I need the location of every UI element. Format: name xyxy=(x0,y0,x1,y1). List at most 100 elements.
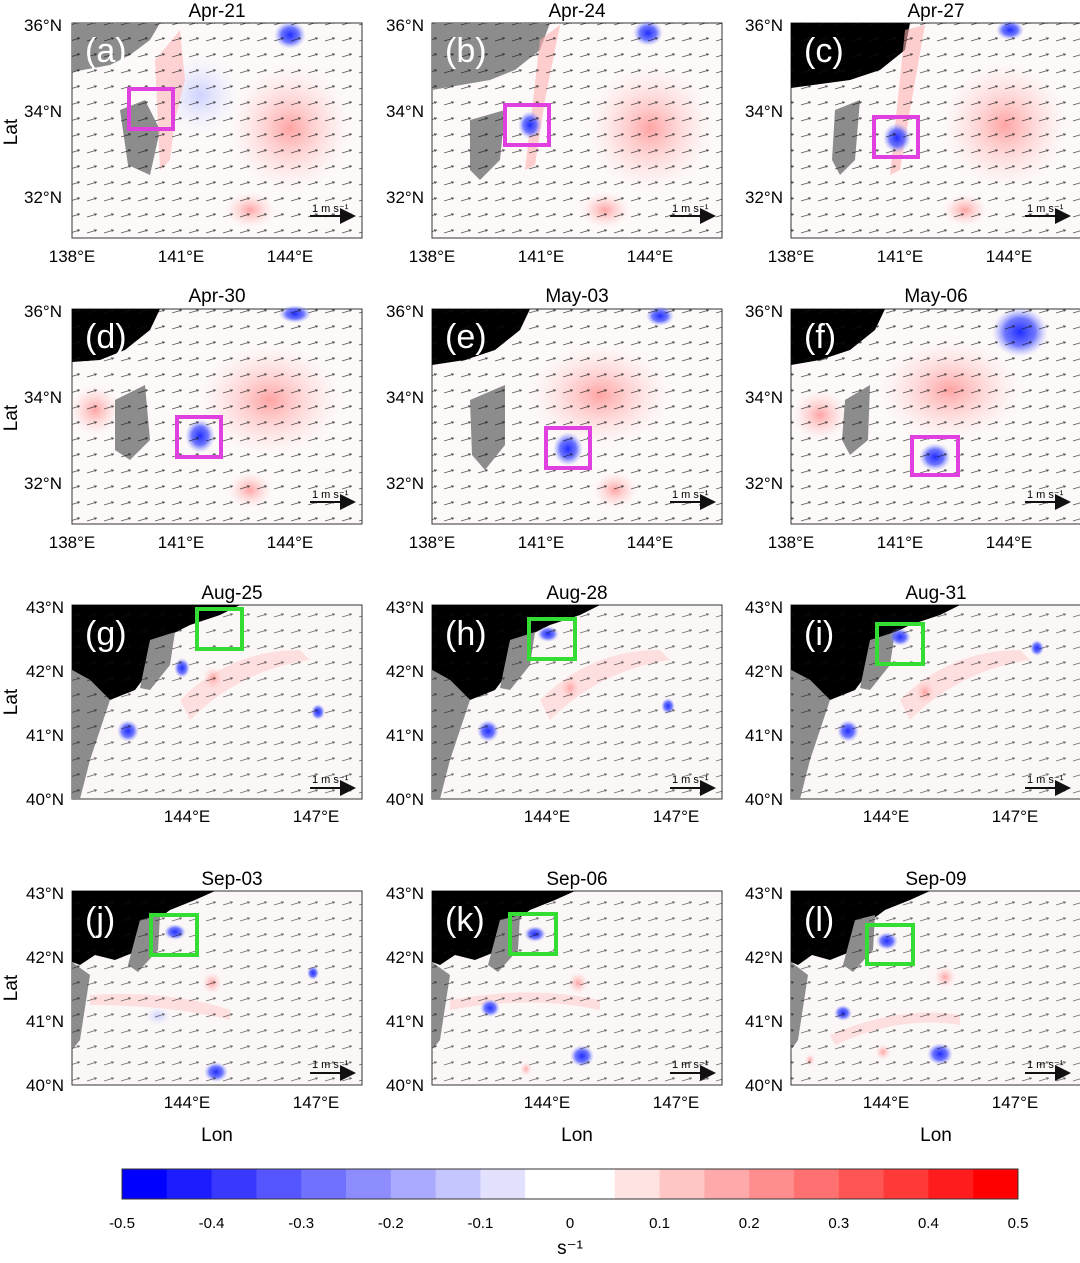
x-tick: 141°E xyxy=(518,247,565,266)
x-tick: 144°E xyxy=(164,807,211,826)
scale-label: 1 m s⁻¹ xyxy=(672,489,709,501)
colorbar-bin xyxy=(794,1169,840,1199)
y-tick: 34°N xyxy=(24,388,62,407)
colorbar-tick-label: 0 xyxy=(566,1215,574,1232)
panel-label: (b) xyxy=(445,32,487,70)
x-tick: 147°E xyxy=(992,1093,1039,1112)
colorbar-units: s⁻¹ xyxy=(557,1238,583,1259)
panel-label: (d) xyxy=(85,318,127,356)
panel-date: Aug-25 xyxy=(201,583,262,604)
y-tick: 41°N xyxy=(745,1012,783,1031)
x-tick: 147°E xyxy=(293,1093,340,1112)
y-tick: 43°N xyxy=(26,884,64,903)
panel-date: Apr-27 xyxy=(907,1,964,22)
x-axis-label: Lon xyxy=(201,1125,233,1146)
scale-label: 1 m s⁻¹ xyxy=(312,1059,349,1071)
panel-label: (j) xyxy=(85,901,115,939)
y-axis-label: Lat xyxy=(1,974,22,1001)
panel-date: May-06 xyxy=(904,286,967,307)
row-4: 43°N 42°N 41°N 40°N Lat (j) Sep-03 1 m s… xyxy=(1,869,1080,1146)
colorbar-bin xyxy=(166,1169,213,1199)
x-tick: 144°E xyxy=(164,1093,211,1112)
x-tick: 144°E xyxy=(524,807,571,826)
scale-label: 1 m s⁻¹ xyxy=(1027,489,1064,501)
y-tick: 43°N xyxy=(745,598,783,617)
y-tick: 41°N xyxy=(386,726,424,745)
x-tick: 147°E xyxy=(293,807,340,826)
x-tick: 141°E xyxy=(877,247,924,266)
x-tick: 144°E xyxy=(986,533,1033,552)
y-tick: 42°N xyxy=(745,948,783,967)
panel-date: Apr-21 xyxy=(188,1,245,22)
panel-label: (i) xyxy=(804,615,834,653)
panel-b: (b) Apr-24 1 m s⁻¹ 36°N 34°N 32°N 138°E … xyxy=(386,1,723,266)
colorbar-bin xyxy=(883,1169,929,1199)
x-tick: 144°E xyxy=(267,533,314,552)
panel-d: (d) Apr-30 1 m s⁻¹ 138°E 141°E 144°E xyxy=(49,286,363,552)
colorbar-bin xyxy=(301,1169,347,1199)
y-tick: 40°N xyxy=(745,790,783,809)
x-tick: 141°E xyxy=(158,247,205,266)
x-axis-label: Lon xyxy=(920,1125,952,1146)
y-tick: 32°N xyxy=(386,474,424,493)
panel-e: (e) May-03 1 m s⁻¹ 36°N 34°N 32°N 138°E … xyxy=(386,286,723,552)
x-tick: 141°E xyxy=(518,533,565,552)
colorbar-bin xyxy=(973,1169,1019,1199)
colorbar-tick-label: -0.2 xyxy=(378,1215,404,1232)
y-tick: 42°N xyxy=(386,948,424,967)
panel-c: (c) Apr-27 1 m s⁻¹ 36°N 34°N 32°N 138°E … xyxy=(745,1,1080,266)
colorbar-bin xyxy=(122,1169,168,1199)
y-tick: 41°N xyxy=(745,726,783,745)
y-tick: 42°N xyxy=(386,662,424,681)
y-tick: 41°N xyxy=(26,1012,64,1031)
colorbar-tick-label: 0.4 xyxy=(918,1215,939,1232)
panel-label: (c) xyxy=(804,32,844,70)
y-tick: 40°N xyxy=(386,1076,424,1095)
y-tick: 36°N xyxy=(24,16,62,35)
y-tick: 32°N xyxy=(24,188,62,207)
y-tick: 40°N xyxy=(745,1076,783,1095)
colorbar-bin xyxy=(928,1169,974,1199)
y-tick: 32°N xyxy=(745,474,783,493)
panel-label: (g) xyxy=(85,615,127,653)
y-tick: 43°N xyxy=(26,598,64,617)
panel-f: (f) May-06 1 m s⁻¹ 36°N 34°N 32°N 138°E … xyxy=(745,286,1080,552)
x-tick: 147°E xyxy=(992,807,1039,826)
y-tick: 34°N xyxy=(745,388,783,407)
panel-label: (k) xyxy=(445,901,485,939)
y-tick: 36°N xyxy=(386,302,424,321)
scale-label: 1 m s⁻¹ xyxy=(312,489,349,501)
y-tick: 40°N xyxy=(386,790,424,809)
panel-date: Aug-28 xyxy=(546,583,607,604)
panel-j: (j) Sep-03 1 m s⁻¹ 144°E 147°E Lon xyxy=(71,869,363,1146)
colorbar-bin xyxy=(659,1169,705,1199)
x-tick: 147°E xyxy=(653,807,700,826)
colorbar-tick-label: -0.3 xyxy=(288,1215,314,1232)
y-tick: 41°N xyxy=(386,1012,424,1031)
x-tick: 144°E xyxy=(863,807,910,826)
colorbar-ticks: -0.5 -0.4 -0.3 -0.2 -0.1 0 0.1 0.2 0.3 0.4 0.5 xyxy=(109,1215,1028,1232)
colorbar-bin xyxy=(211,1169,257,1199)
y-tick: 34°N xyxy=(24,102,62,121)
y-tick: 42°N xyxy=(26,948,64,967)
panel-date: Sep-06 xyxy=(546,869,607,890)
panel-date: May-03 xyxy=(545,286,608,307)
colorbar-tick-label: -0.5 xyxy=(109,1215,135,1232)
colorbar-bin xyxy=(435,1169,481,1199)
panel-label: (a) xyxy=(85,32,127,70)
panel-date: Aug-31 xyxy=(905,583,966,604)
panel-date: Sep-09 xyxy=(905,869,966,890)
x-tick: 141°E xyxy=(877,533,924,552)
y-tick: 42°N xyxy=(26,662,64,681)
y-tick: 32°N xyxy=(24,474,62,493)
x-tick: 144°E xyxy=(863,1093,910,1112)
colorbar-bin xyxy=(704,1169,750,1199)
colorbar-bins xyxy=(122,1169,1019,1199)
x-tick: 144°E xyxy=(267,247,314,266)
x-tick: 138°E xyxy=(409,533,456,552)
scale-label: 1 m s⁻¹ xyxy=(312,774,349,786)
x-tick: 138°E xyxy=(49,247,96,266)
x-tick: 141°E xyxy=(158,533,205,552)
panel-label: (f) xyxy=(804,318,836,356)
